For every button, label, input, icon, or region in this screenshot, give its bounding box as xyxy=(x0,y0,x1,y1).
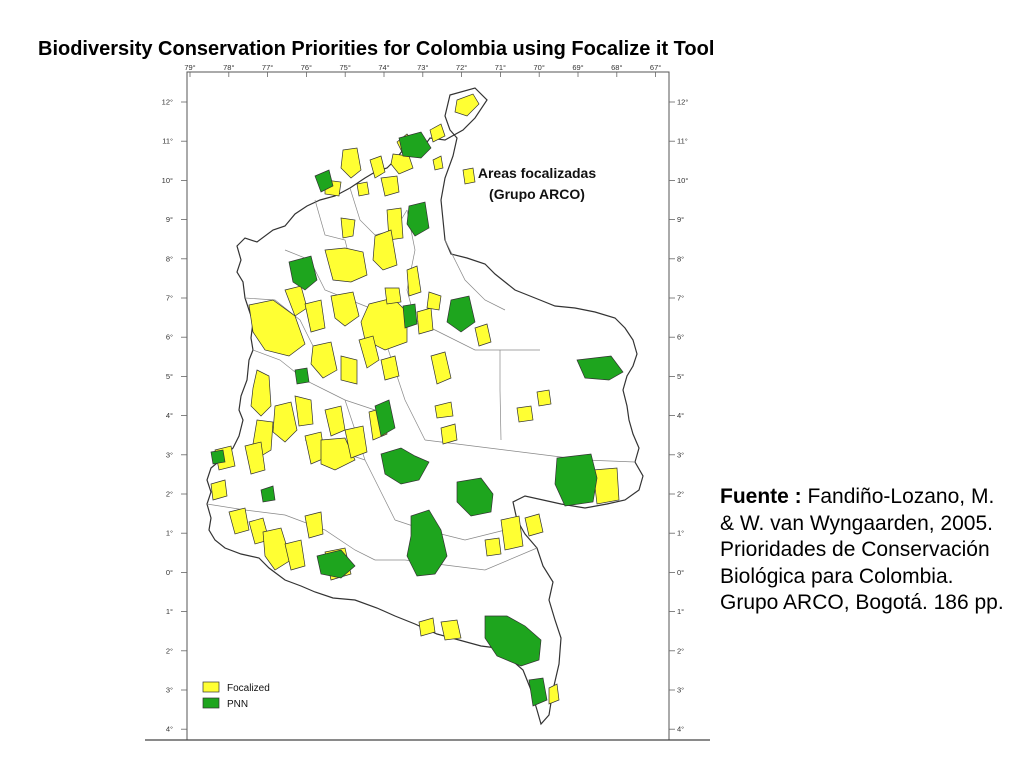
longitude-label: 72° xyxy=(456,63,467,72)
latitude-label: 2° xyxy=(677,646,684,655)
longitude-label: 70° xyxy=(534,63,545,72)
latitude-label: 12° xyxy=(677,98,688,107)
latitude-label: 1° xyxy=(166,607,173,616)
focalized-areas xyxy=(210,93,620,705)
latitude-label: 8° xyxy=(166,254,173,263)
latitude-label: 9° xyxy=(677,215,684,224)
map-heading-line2: (Grupo ARCO) xyxy=(489,186,585,202)
latitude-label: 1° xyxy=(677,529,684,538)
longitude-label: 69° xyxy=(572,63,583,72)
map-legend: Focalized PNN xyxy=(202,681,270,710)
latitude-label: 1° xyxy=(166,529,173,538)
latitude-label: 5° xyxy=(166,372,173,381)
latitude-label: 0° xyxy=(677,568,684,577)
latitude-label: 4° xyxy=(677,725,684,734)
latitude-label: 6° xyxy=(677,333,684,342)
latitude-label: 4° xyxy=(677,411,684,420)
graticule-ticks xyxy=(181,72,675,730)
longitude-label: 68° xyxy=(611,63,622,72)
legend-swatch-pnn xyxy=(202,697,220,709)
longitude-label: 71° xyxy=(495,63,506,72)
longitude-label: 75° xyxy=(340,63,351,72)
legend-label-pnn: PNN xyxy=(227,699,248,710)
map-heading-line1: Areas focalizadas xyxy=(478,165,596,181)
legend-swatch-focalized xyxy=(202,681,220,693)
latitude-labels-left: 12° 11° 10° 9° 8° 7° 6° 5° 4° 3° 2° 1° 0° 1° 2° 3° 4° xyxy=(162,98,173,734)
latitude-label: 8° xyxy=(677,254,684,263)
slide-title: Biodiversity Conservation Priorities for… xyxy=(38,38,715,60)
longitude-labels: 79° 78° 77° 76° 75° 74° 73° 72° 71° 70° 69° 68° 67° xyxy=(184,63,661,72)
source-citation: Fuente : Fandiño-Lozano, M. & W. van Wyn… xyxy=(720,484,1010,617)
longitude-label: 73° xyxy=(417,63,428,72)
source-label: Fuente : xyxy=(720,485,802,508)
pnn-areas xyxy=(210,131,624,707)
colombia-map: 79° 78° 77° 76° 75° 74° 73° 72° 71° 70° 69° 68° 67° … xyxy=(145,60,710,744)
longitude-label: 67° xyxy=(650,63,661,72)
latitude-label: 7° xyxy=(677,294,684,303)
longitude-label: 74° xyxy=(378,63,389,72)
latitude-label: 11° xyxy=(677,137,688,146)
longitude-label: 78° xyxy=(223,63,234,72)
latitude-label: 1° xyxy=(677,607,684,616)
latitude-label: 2° xyxy=(166,490,173,499)
longitude-label: 77° xyxy=(262,63,273,72)
latitude-label: 0° xyxy=(166,568,173,577)
latitude-labels-right: 12° 11° 10° 9° 8° 7° 6° 5° 4° 3° 2° 1° 0° 1° 2° 3° 4° xyxy=(677,98,688,734)
latitude-label: 4° xyxy=(166,411,173,420)
longitude-label: 79° xyxy=(184,63,195,72)
latitude-label: 10° xyxy=(677,176,688,185)
latitude-label: 12° xyxy=(162,98,173,107)
latitude-label: 3° xyxy=(677,450,684,459)
legend-label-focalized: Focalized xyxy=(227,683,270,694)
latitude-label: 6° xyxy=(166,333,173,342)
latitude-label: 3° xyxy=(677,686,684,695)
latitude-label: 9° xyxy=(166,215,173,224)
latitude-label: 5° xyxy=(677,372,684,381)
longitude-label: 76° xyxy=(301,63,312,72)
latitude-label: 3° xyxy=(166,450,173,459)
latitude-label: 11° xyxy=(162,137,173,146)
latitude-label: 2° xyxy=(166,646,173,655)
latitude-label: 2° xyxy=(677,490,684,499)
latitude-label: 10° xyxy=(162,176,173,185)
latitude-label: 3° xyxy=(166,686,173,695)
latitude-label: 4° xyxy=(166,725,173,734)
source-text: Fandiño-Lozano, M. & W. van Wyngaarden, … xyxy=(720,485,1004,614)
latitude-label: 7° xyxy=(166,294,173,303)
